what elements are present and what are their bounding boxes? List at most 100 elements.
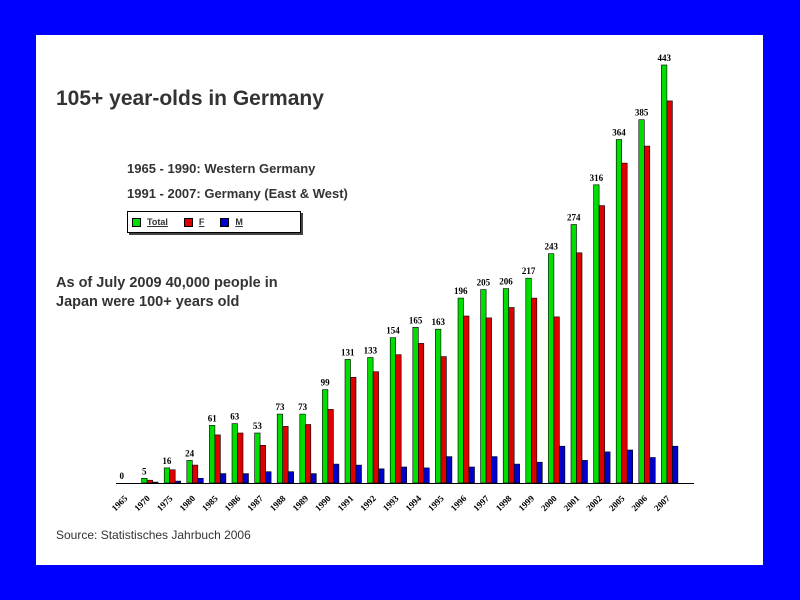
bar-f-2000 [553,316,560,484]
data-label-1987: 53 [253,421,263,431]
bar-total-1995 [435,328,442,484]
bar-m-1989 [310,473,317,484]
x-tick-label-1996: 1996 [449,493,469,513]
bar-m-1987 [265,471,272,484]
bar-total-1996 [457,297,464,484]
bar-m-1980 [197,477,204,484]
x-tick-label-1986: 1986 [223,493,243,513]
bar-f-1970 [146,479,153,484]
data-label-1991: 131 [341,347,355,357]
bar-total-1980 [186,460,193,484]
data-label-1980: 24 [185,448,195,458]
data-label-1990: 99 [321,378,331,388]
bar-total-2006 [638,119,645,484]
bar-m-1997 [491,456,498,484]
data-label-1970: 5 [142,466,147,476]
slide: 0 1965 5 1970 16 1975 24 1980 61 1985 63 1986 53 1987… [36,35,763,565]
data-label-2005: 364 [612,128,626,138]
region-note-west: 1965 - 1990: Western Germany [127,161,316,176]
bar-m-2000 [559,445,566,484]
data-label-2002: 316 [590,173,604,183]
bar-total-1987 [254,432,261,484]
legend-swatch-total [132,217,141,227]
bar-m-1990 [333,463,340,484]
data-label-1995: 163 [431,317,445,327]
bar-f-1985 [214,434,221,484]
x-tick-label-1997: 1997 [471,493,491,513]
bar-f-1980 [192,464,199,484]
bar-f-1997 [485,317,492,484]
japan-note: As of July 2009 40,000 people in Japan w… [56,274,278,312]
x-tick-label-2006: 2006 [629,493,649,513]
x-tick-label-1965: 1965 [110,493,130,513]
data-label-1989: 73 [298,402,308,412]
bar-f-1996 [463,315,470,484]
bar-m-1999 [536,461,543,484]
bar-f-1995 [440,356,447,484]
bar-m-2001 [581,460,588,484]
bar-total-1970 [141,477,148,484]
data-label-1999: 217 [522,266,536,276]
x-tick-label-2002: 2002 [584,493,604,513]
bar-total-1997 [480,289,487,484]
x-tick-label-1988: 1988 [268,493,288,513]
bar-total-1993 [389,337,397,484]
x-tick-label-2005: 2005 [607,493,627,513]
bar-total-1986 [231,423,238,484]
bar-f-1994 [417,343,425,484]
bar-f-1999 [530,297,538,484]
x-tick-label-1980: 1980 [177,493,197,513]
data-label-1986: 63 [230,412,240,422]
data-label-2006: 385 [635,108,649,118]
bar-f-1986 [237,432,244,484]
bar-total-2005 [615,139,623,484]
bar-m-1988 [287,471,294,484]
region-note-unified: 1991 - 2007: Germany (East & West) [127,186,348,201]
bar-total-1990 [322,389,329,484]
chart-title: 105+ year-olds in Germany [56,87,324,110]
data-label-1992: 133 [364,346,378,356]
legend-swatch-male [220,217,230,227]
legend-label-total: Total [147,217,168,227]
x-tick-label-1992: 1992 [358,493,378,513]
bar-m-2002 [604,451,611,484]
source-note: Source: Statistisches Jahrbuch 2006 [56,528,251,542]
bar-m-2007 [672,445,679,484]
x-tick-label-1975: 1975 [155,493,175,513]
bar-m-1991 [355,464,362,484]
bar-m-1998 [513,463,521,484]
chart: 0 1965 5 1970 16 1975 24 1980 61 1985 63 1986 53 1987… [110,53,694,513]
data-label-1996: 196 [454,286,468,296]
data-label-1998: 206 [499,277,513,287]
x-tick-label-1985: 1985 [200,493,220,513]
legend-item-total: Total [132,217,168,227]
bar-f-2002 [598,205,605,484]
data-label-2007: 443 [657,53,671,63]
bar-f-1998 [508,307,515,484]
bar-f-2007 [666,100,673,484]
x-tick-label-1999: 1999 [516,493,536,513]
chart-legend: Total F M [127,211,301,233]
bar-f-1990 [327,409,334,484]
bar-total-1991 [344,359,351,484]
x-tick-label-2001: 2001 [562,493,582,513]
bar-f-1993 [395,354,402,484]
bar-total-1989 [299,413,306,484]
bar-f-1992 [372,371,379,484]
bar-f-1988 [282,426,289,484]
x-tick-label-1995: 1995 [426,493,446,513]
x-tick-label-1991: 1991 [336,493,356,513]
bar-f-1989 [304,424,312,484]
bar-total-2002 [593,184,600,484]
bar-m-2006 [649,457,656,484]
bar-f-1991 [350,376,357,484]
legend-item-male: M [220,217,243,227]
japan-note-line-2: Japan were 100+ years old [56,294,240,310]
x-tick-label-2007: 2007 [652,493,672,513]
x-tick-label-1994: 1994 [403,493,423,513]
bar-total-1994 [412,326,419,484]
data-label-2001: 274 [567,213,581,223]
data-label-1994: 165 [409,315,423,325]
japan-note-line-1: As of July 2009 40,000 people in [56,275,278,291]
x-tick-label-1987: 1987 [245,493,265,513]
